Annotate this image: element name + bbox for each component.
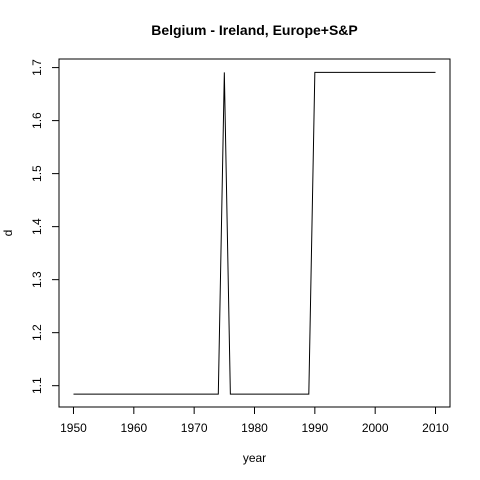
x-tick-label: 1980 — [241, 421, 268, 435]
series-line-d — [73, 71, 436, 395]
y-axis: 1.1 1.2 1.3 1.4 1.5 1.6 1.7 — [30, 59, 60, 394]
y-axis-label: d — [1, 230, 15, 237]
chart-title: Belgium - Ireland, Europe+S&P — [151, 22, 358, 38]
x-tick-label: 1970 — [181, 421, 208, 435]
x-tick-label: 1950 — [60, 421, 87, 435]
y-tick-label: 1.5 — [30, 165, 44, 182]
y-tick-label: 1.4 — [30, 218, 44, 235]
x-tick-label: 2010 — [422, 421, 449, 435]
x-axis-label: year — [243, 451, 266, 465]
series-layer — [73, 71, 436, 395]
y-tick-label: 1.7 — [30, 59, 44, 76]
y-tick-label: 1.1 — [30, 377, 44, 394]
x-tick-label: 2000 — [362, 421, 389, 435]
y-tick-label: 1.6 — [30, 112, 44, 129]
x-axis: 1950 1960 1970 1980 1990 2000 2010 — [60, 406, 449, 435]
x-tick-label: 1960 — [120, 421, 147, 435]
y-tick-label: 1.3 — [30, 271, 44, 288]
x-tick-label: 1990 — [301, 421, 328, 435]
y-tick-label: 1.2 — [30, 324, 44, 341]
